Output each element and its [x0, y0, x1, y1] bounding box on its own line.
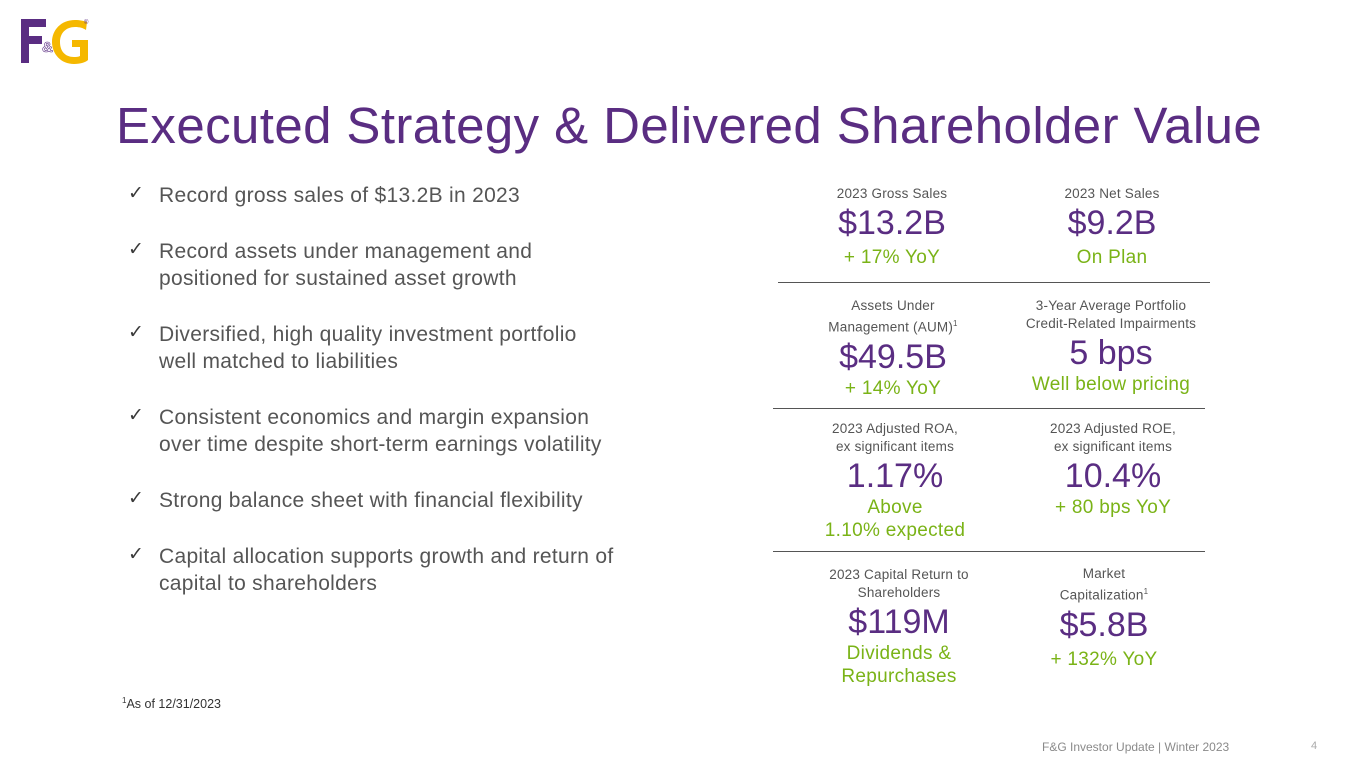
checkmark-icon: ✓ [128, 321, 144, 343]
svg-text:&: & [42, 39, 53, 56]
bullet-text: Diversified, high quality investment por… [159, 323, 577, 373]
metric-note: + 80 bps YoY [1054, 497, 1172, 518]
checkmark-icon: ✓ [128, 404, 144, 426]
metric-label: 2023 Net Sales [1064, 186, 1160, 201]
footer-text: F&G Investor Update | Winter 2023 [1042, 740, 1230, 754]
metric-value: 10.4% [1064, 457, 1162, 495]
bullet-text: Capital allocation supports growth and r… [159, 545, 614, 595]
metric-note: Well below pricing [1031, 374, 1191, 395]
metric-value: $5.8B [1059, 605, 1149, 644]
metric-value: 5 bps [1069, 334, 1153, 372]
page-number: 4 [1311, 740, 1318, 752]
bullet-text: Strong balance sheet with financial flex… [159, 489, 583, 512]
metric-label: 3-Year Average Portfolio Credit-Related I… [1025, 298, 1197, 331]
metric-value: 1.17% [846, 457, 944, 495]
divider [773, 408, 1205, 409]
metric-label: 2023 Adjusted ROE, ex significant items [1050, 421, 1176, 454]
divider [778, 282, 1210, 283]
metric-value: $119M [848, 603, 950, 641]
metric-label: 2023 Gross Sales [836, 186, 948, 201]
bullet-text: Consistent economics and margin expansio… [159, 406, 602, 456]
metric-note: Above 1.10% expected [824, 497, 966, 541]
checkmark-icon: ✓ [128, 182, 144, 204]
metric-note: + 17% YoY [843, 247, 941, 268]
checkmark-icon: ✓ [128, 487, 144, 509]
metric-impairments: 3-Year Average Portfolio Credit-Related I… [1001, 297, 1221, 396]
svg-text:®: ® [84, 19, 89, 26]
checkmark-icon: ✓ [128, 238, 144, 260]
metric-value: $13.2B [838, 204, 946, 242]
fg-logo: & ® [20, 16, 90, 68]
footnote: 1As of 12/31/2023 [122, 696, 221, 712]
bullet-text: Record gross sales of $13.2B in 2023 [159, 184, 521, 207]
metric-roa: 2023 Adjusted ROA, ex significant items 1… [785, 420, 1005, 542]
metric-note: Dividends & Repurchases [841, 643, 957, 687]
metric-label: Assets Under Management (AUM)1 [828, 298, 958, 335]
metric-market-cap: Market Capitalization1 $5.8B + 132% YoY [1004, 565, 1204, 671]
metric-gross-sales: 2023 Gross Sales $13.2B + 17% YoY [792, 185, 992, 269]
metric-label: 2023 Capital Return to Shareholders [829, 567, 969, 600]
metric-capital-return: 2023 Capital Return to Shareholders $119M… [789, 566, 1009, 688]
metric-note: + 14% YoY [844, 377, 942, 399]
metric-net-sales: 2023 Net Sales $9.2B On Plan [1012, 185, 1212, 269]
metric-note: + 132% YoY [1050, 648, 1158, 670]
checkmark-icon: ✓ [128, 543, 144, 565]
metric-label: 2023 Adjusted ROA, ex significant items [832, 421, 958, 454]
metric-roe: 2023 Adjusted ROE, ex significant items 1… [1003, 420, 1223, 519]
divider [773, 551, 1205, 552]
metric-note: On Plan [1076, 247, 1148, 268]
metric-label: Market Capitalization1 [1059, 566, 1149, 603]
page-title: Executed Strategy & Delivered Shareholde… [116, 97, 1263, 154]
metric-value: $49.5B [839, 337, 947, 376]
metric-aum: Assets Under Management (AUM)1 $49.5B + 1… [793, 297, 993, 400]
bullet-text: Record assets under management and positi… [159, 240, 533, 290]
metric-value: $9.2B [1067, 204, 1157, 242]
